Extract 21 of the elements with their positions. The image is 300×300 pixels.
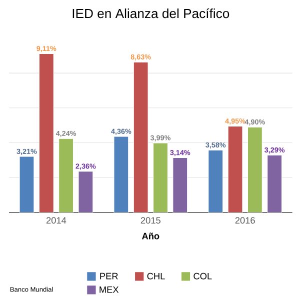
bar xyxy=(248,126,262,212)
bar xyxy=(114,136,129,212)
chart-title: IED en Alianza del Pacífico xyxy=(72,8,230,18)
bar xyxy=(58,138,74,212)
bar xyxy=(133,62,148,212)
x-tick-label: 2015 xyxy=(141,217,161,224)
x-tick-label: 2016 xyxy=(235,217,255,224)
bar xyxy=(39,53,54,212)
bar xyxy=(78,171,94,212)
x-axis-title: Año xyxy=(142,232,160,240)
bar xyxy=(208,150,224,212)
bar xyxy=(19,156,34,212)
x-tick-label: 2014 xyxy=(46,217,66,224)
legend-label: PER xyxy=(100,272,118,280)
legend-label: MEX xyxy=(100,286,119,293)
bar xyxy=(172,157,188,212)
bar xyxy=(153,142,168,212)
bar xyxy=(267,154,282,212)
legend-label: COL xyxy=(194,272,212,280)
bar xyxy=(228,126,243,212)
legend-label: CHL xyxy=(147,272,165,280)
